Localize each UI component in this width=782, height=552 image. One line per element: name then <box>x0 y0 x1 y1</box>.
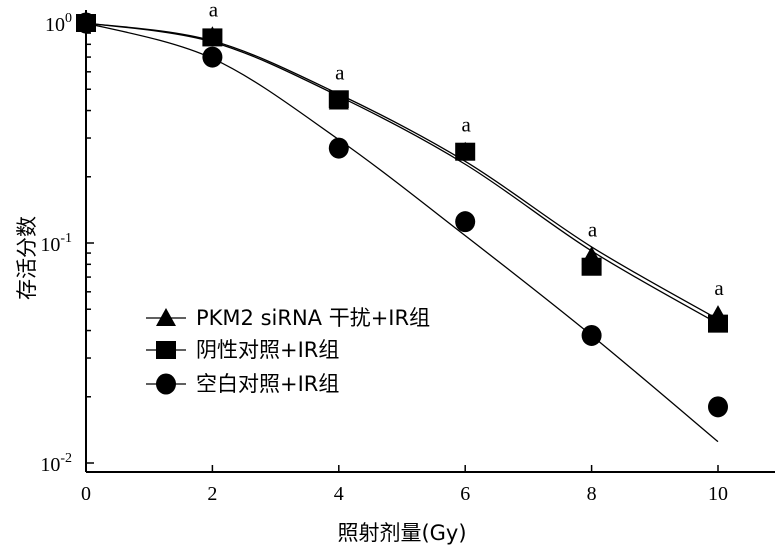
x-axis-label: 照射剂量(Gy) <box>337 521 466 545</box>
x-tick-label: 4 <box>334 483 344 505</box>
y-tick-label: 10-1 <box>40 231 72 256</box>
point-circle <box>581 324 602 346</box>
significance-annotations: a a a a a <box>209 0 725 300</box>
significance-mark: a <box>462 113 472 137</box>
x-tick-label: 10 <box>708 483 728 505</box>
point-square <box>708 314 728 333</box>
significance-mark: a <box>209 0 219 21</box>
axes <box>85 10 775 473</box>
significance-mark: a <box>335 60 345 84</box>
point-circle <box>708 396 728 418</box>
legend-marker-square <box>156 341 176 359</box>
point-circle <box>76 12 96 34</box>
y-axis-label: 存活分数 <box>15 216 39 300</box>
axis-ticks: 0 2 4 6 8 10 100 10-1 10-2 <box>40 11 728 505</box>
x-tick-label: 0 <box>81 483 91 505</box>
significance-mark: a <box>714 276 724 300</box>
point-square <box>581 257 602 276</box>
fit-curves <box>85 22 719 443</box>
legend-marker-circle <box>156 373 176 395</box>
x-tick-label: 6 <box>460 483 470 505</box>
point-square <box>202 28 223 47</box>
legend-label: PKM2 siRNA 干扰+IR组 <box>196 306 430 330</box>
fit-curve-circle <box>85 22 719 443</box>
legend-label: 空白对照+IR组 <box>196 372 339 396</box>
legend-marker-triangle <box>156 308 176 326</box>
y-tick-label: 10-2 <box>40 451 72 476</box>
point-square <box>328 90 349 109</box>
point-square <box>455 142 476 161</box>
significance-mark: a <box>588 217 598 241</box>
data-points <box>76 12 728 418</box>
y-tick-label: 100 <box>45 11 72 36</box>
legend-label: 阴性对照+IR组 <box>196 338 339 362</box>
x-tick-label: 8 <box>587 483 597 505</box>
fit-curve-triangle <box>85 22 719 320</box>
point-circle <box>455 211 476 233</box>
point-circle <box>328 137 349 159</box>
fit-curve-square <box>85 22 719 325</box>
point-circle <box>202 46 223 68</box>
x-tick-label: 2 <box>207 483 217 505</box>
